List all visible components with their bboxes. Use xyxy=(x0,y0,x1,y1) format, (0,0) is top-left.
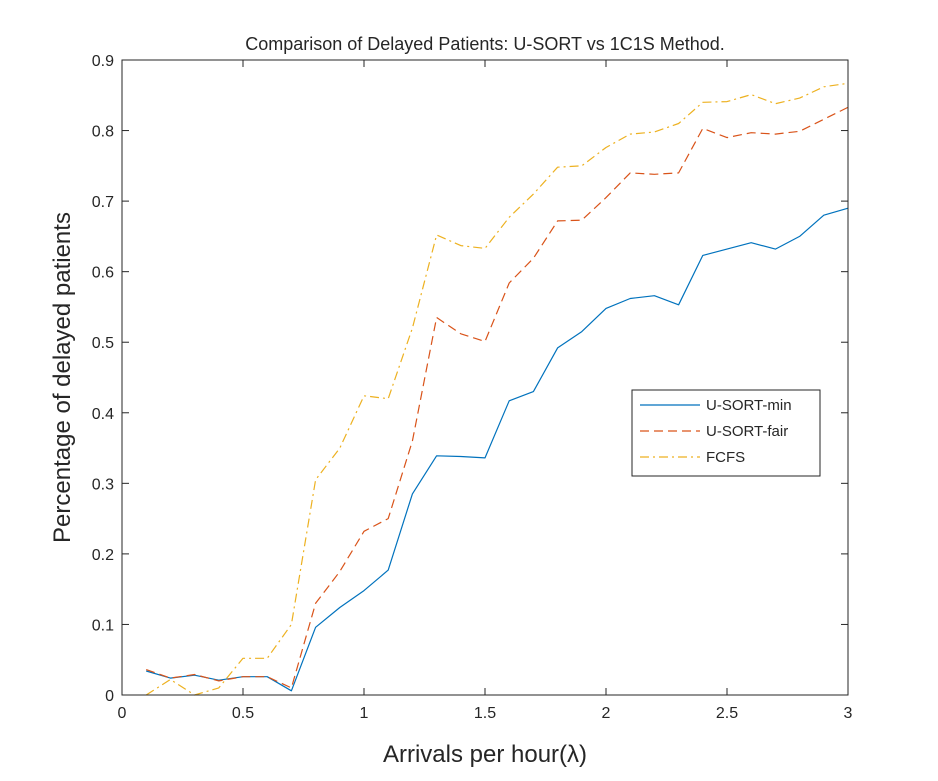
series-line-2 xyxy=(146,106,849,689)
y-tick-label: 0.3 xyxy=(92,476,114,493)
x-tick-label: 3 xyxy=(844,705,853,722)
x-tick-label: 0 xyxy=(118,705,127,722)
series-layer xyxy=(145,82,849,696)
x-tick-label: 0.5 xyxy=(232,705,254,722)
y-tick-label: 0.5 xyxy=(92,335,114,352)
x-tick-label: 1 xyxy=(360,705,369,722)
legend: U-SORT-min U-SORT-fair FCFS xyxy=(631,389,821,477)
y-axis-title: Percentage of delayed patients xyxy=(49,212,76,543)
legend-entries: U-SORT-min U-SORT-fair FCFS xyxy=(640,397,792,466)
legend-box xyxy=(631,389,821,477)
y-tick-label: 0.7 xyxy=(92,194,114,211)
y-tick-label: 0.2 xyxy=(92,547,114,564)
ticks-layer: 0 0.5 1 1.5 2 2.5 3 0 0.1 0.2 0.3 0.4 0.5 0.6 0.7 0.8 0.… xyxy=(92,53,853,722)
y-tick-label: 0.9 xyxy=(92,53,114,70)
y-tick-label: 0.6 xyxy=(92,265,114,282)
legend-label-1: U-SORT-min xyxy=(706,397,792,414)
legend-label-2: U-SORT-fair xyxy=(706,423,788,440)
series-line-3 xyxy=(145,82,849,696)
x-tick-label: 1.5 xyxy=(474,705,496,722)
chart-title: Comparison of Delayed Patients: U-SORT v… xyxy=(245,34,725,54)
y-tick-label: 0 xyxy=(105,688,114,705)
plot-area xyxy=(122,60,848,695)
y-tick-label: 0.8 xyxy=(92,124,114,141)
x-axis-title: Arrivals per hour(λ) xyxy=(383,741,587,768)
x-tick-label: 2 xyxy=(602,705,611,722)
y-tick-label: 0.1 xyxy=(92,617,114,634)
y-tick-label: 0.4 xyxy=(92,406,114,423)
x-tick-label: 2.5 xyxy=(716,705,738,722)
legend-label-3: FCFS xyxy=(706,449,745,466)
